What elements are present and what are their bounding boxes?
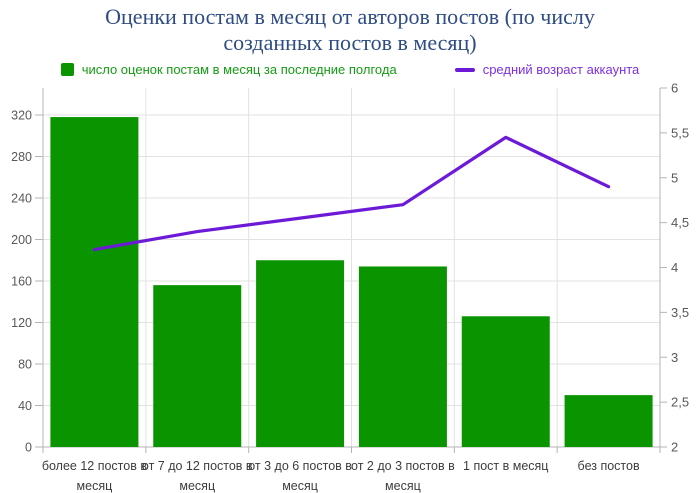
legend-item-bar-series: число оценок постам в месяц за последние… (60, 62, 397, 78)
bar (564, 394, 653, 447)
bar-series-swatch-icon (60, 63, 74, 77)
bar (50, 116, 139, 447)
x-axis-label: без постов (578, 459, 640, 473)
line-series-path (92, 135, 611, 251)
x-axis-label: 1 пост в месяц (463, 459, 548, 473)
right-axis-tick-label: 5 (671, 170, 678, 185)
right-axis-tick-label: 4 (671, 260, 678, 275)
right-axis-tick-label: 2 (671, 439, 678, 454)
legend-label-line-series: средний возраст аккаунта (482, 62, 640, 78)
right-axis-tick-label: 5,5 (671, 125, 689, 140)
left-axis-tick-label: 280 (11, 150, 32, 164)
bar-series (50, 116, 653, 447)
legend-item-line-series: средний возраст аккаунта (454, 62, 640, 78)
bar (461, 316, 550, 447)
right-axis-tick-label: 4,5 (671, 215, 689, 230)
left-axis-tick-label: 240 (11, 191, 32, 205)
bar (153, 284, 242, 447)
right-axis-tick-label: 2,5 (671, 394, 689, 409)
legend: число оценок постам в месяц за последние… (0, 59, 700, 81)
line-series (92, 135, 611, 251)
bar (256, 260, 345, 447)
left-axis-tick-label: 160 (11, 274, 32, 288)
chart-title: Оценки постам в месяц от авторов постов … (105, 4, 595, 56)
left-axis-tick-label: 80 (18, 357, 32, 371)
left-axis-tick-label: 320 (11, 108, 32, 122)
axes (35, 87, 667, 453)
line-series-swatch-icon (454, 67, 475, 72)
right-axis-tick-label: 3,5 (671, 305, 689, 320)
bar (358, 266, 447, 447)
legend-label-bar-series: число оценок постам в месяц за последние… (81, 62, 397, 78)
right-axis-tick-label: 3 (671, 350, 678, 365)
right-axis-tick-label: 6 (671, 81, 678, 96)
left-axis-tick-label: 40 (18, 399, 32, 413)
gridlines (43, 87, 660, 447)
combo-chart-plot: 0 40 80 120 160 200 240 280 320 2 2,5 3 3,5 4 4,5 5 5,5 6… (11, 81, 689, 493)
left-axis-tick-label: 120 (11, 316, 32, 330)
left-axis-tick-label: 0 (25, 440, 32, 454)
left-axis-tick-label: 200 (11, 233, 32, 247)
